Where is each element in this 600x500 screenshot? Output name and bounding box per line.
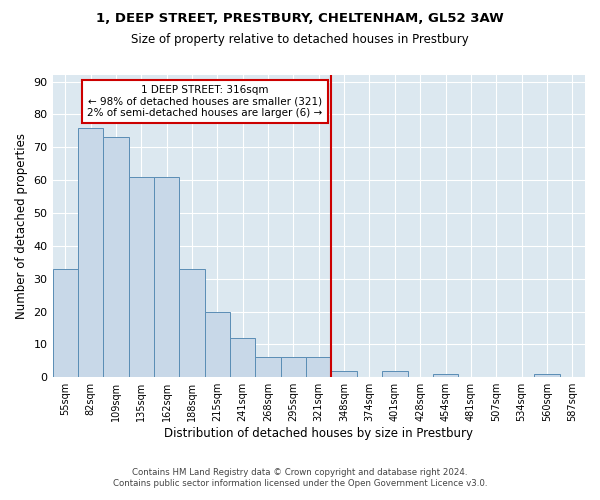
Bar (230, 338, 256, 377)
Bar (179, 269, 205, 377)
Text: Contains HM Land Registry data © Crown copyright and database right 2024.
Contai: Contains HM Land Registry data © Crown c… (113, 468, 487, 487)
Bar (331, 370, 357, 377)
Bar (128, 177, 154, 377)
Bar (53, 269, 78, 377)
Bar (306, 358, 331, 377)
Bar (256, 358, 281, 377)
Bar (103, 138, 128, 377)
Bar (534, 374, 560, 377)
X-axis label: Distribution of detached houses by size in Prestbury: Distribution of detached houses by size … (164, 427, 473, 440)
Bar (205, 312, 230, 377)
Y-axis label: Number of detached properties: Number of detached properties (15, 133, 28, 319)
Text: Size of property relative to detached houses in Prestbury: Size of property relative to detached ho… (131, 32, 469, 46)
Text: 1 DEEP STREET: 316sqm
← 98% of detached houses are smaller (321)
2% of semi-deta: 1 DEEP STREET: 316sqm ← 98% of detached … (87, 85, 322, 118)
Bar (78, 128, 103, 377)
Bar (433, 374, 458, 377)
Bar (382, 370, 407, 377)
Bar (154, 177, 179, 377)
Bar (281, 358, 306, 377)
Text: 1, DEEP STREET, PRESTBURY, CHELTENHAM, GL52 3AW: 1, DEEP STREET, PRESTBURY, CHELTENHAM, G… (96, 12, 504, 26)
